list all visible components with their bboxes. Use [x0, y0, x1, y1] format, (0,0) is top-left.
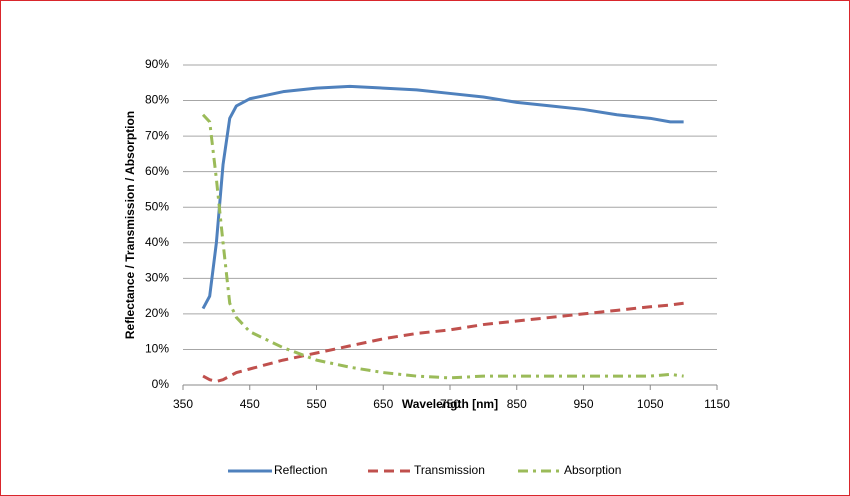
x-tick-label: 1150 — [704, 397, 730, 411]
y-axis-label: Reflectance / Transmission / Absorption — [123, 111, 137, 339]
y-tick-label: 20% — [145, 306, 169, 320]
y-tick-label: 10% — [145, 342, 169, 356]
legend-label: Reflection — [274, 463, 327, 477]
data-line — [202, 301, 684, 383]
x-tick-label: 550 — [306, 397, 326, 411]
x-tick-label: 950 — [573, 397, 593, 411]
data-line — [201, 113, 684, 380]
y-tick-label: 30% — [145, 271, 169, 285]
y-tick-label: 60% — [145, 164, 169, 178]
y-tick-label: 0% — [152, 377, 170, 391]
x-tick-label: 450 — [240, 397, 260, 411]
y-tick-label: 90% — [145, 57, 169, 71]
y-tick-label: 50% — [145, 199, 169, 213]
data-line — [201, 84, 684, 310]
y-tick-label: 40% — [145, 235, 169, 249]
x-tick-label: 1050 — [637, 397, 664, 411]
x-tick-label: 650 — [373, 397, 393, 411]
x-axis-label: Wavelength [nm] — [402, 397, 498, 411]
x-tick-label: 750 — [440, 397, 460, 411]
legend-label: Transmission — [414, 463, 485, 477]
x-tick-label: 350 — [173, 397, 193, 411]
legend-label: Absorption — [564, 463, 621, 477]
y-tick-label: 80% — [145, 93, 169, 107]
x-tick-label: 850 — [507, 397, 527, 411]
y-tick-label: 70% — [145, 128, 169, 142]
